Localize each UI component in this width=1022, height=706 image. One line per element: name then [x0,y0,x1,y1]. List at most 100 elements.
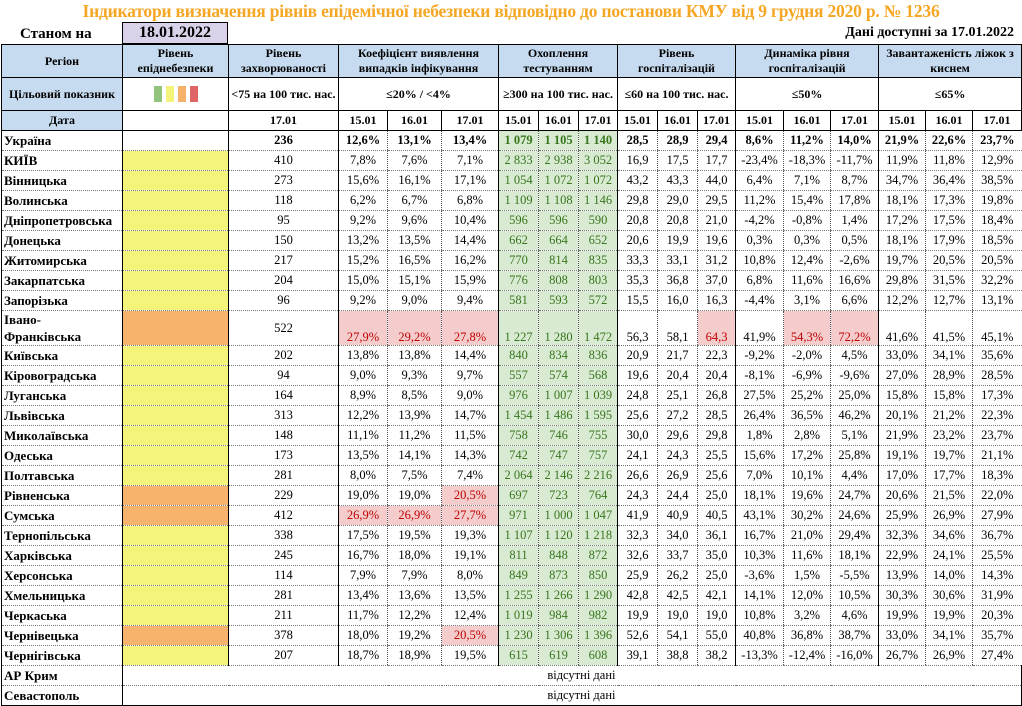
level-swatch [189,86,198,103]
danger-level-cell [122,445,229,466]
coef-value: 13,4% [338,585,388,606]
coef-value: 20,5% [440,625,499,646]
incidence-value: 95 [228,210,339,231]
dyn-value: 6,8% [735,270,784,291]
hosp-value: 20,4 [657,365,698,386]
dyn-value: 12,0% [783,585,831,606]
danger-level-cell [122,465,229,486]
hosp-value: 16,9 [617,150,658,171]
hosp-value: 36,1 [697,525,736,546]
hosp-value: 28,5 [617,130,658,151]
testing-value: 1 266 [538,585,579,606]
coef-value: 9,0% [440,385,499,406]
dyn-value: 38,7% [830,625,879,646]
hosp-value: 25,0 [697,565,736,586]
level-swatch [177,86,186,103]
dyn-value: 7,0% [735,465,784,486]
beds-value: 17,9% [925,230,973,251]
dyn-value: 7,1% [783,170,831,191]
hosp-value: 25,0 [697,485,736,506]
level-legend [122,77,229,111]
coef-value: 18,0% [338,625,388,646]
beds-value: 20,5% [972,250,1022,271]
beds-value: 41,5% [925,310,973,346]
danger-level-cell [122,485,229,506]
beds-value: 26,7% [878,645,926,666]
testing-value: 1 230 [498,625,539,646]
incidence-value: 338 [228,525,339,546]
beds-value: 34,1% [925,625,973,646]
testing-value: 758 [498,425,539,446]
coef-value: 13,8% [387,345,442,366]
testing-value: 1 472 [578,310,618,346]
region-row: Полтавська 281 8,0% 7,5% 7,4% 2 064 2 146 2 216… [1,465,1022,486]
incidence-value: 202 [228,345,339,366]
coef-value: 19,0% [338,485,388,506]
dyn-value: 11,2% [783,130,831,151]
beds-value: 12,2% [878,290,926,311]
coef-value: 19,0% [387,485,442,506]
date-header: 16.01 [538,110,580,131]
beds-value: 11,8% [925,150,973,171]
dyn-value: 24,6% [830,505,879,526]
dyn-value: 8,7% [830,170,879,191]
region-row: Одеська 173 13,5% 14,1% 14,3% 742 747 757 24,1 24… [1,445,1022,466]
header-region: Регіон [1,44,123,78]
coef-value: 13,2% [338,230,388,251]
beds-value: 12,9% [972,150,1022,171]
beds-value: 20,6% [878,485,926,506]
hosp-value: 41,9 [617,505,658,526]
coef-value: 11,7% [338,605,388,626]
region-row: Кіровоградська 94 9,0% 9,3% 9,7% 557 574 568 19,… [1,365,1022,386]
hosp-value: 19,0 [657,605,698,626]
date-header: 17.01 [697,110,737,131]
testing-value: 596 [538,210,579,231]
header-testing: Охоплення тестуванням [498,44,619,78]
hosp-value: 29,5 [697,190,736,211]
incidence-value: 164 [228,385,339,406]
beds-value: 26,9% [925,645,973,666]
dyn-value: 54,3% [783,310,831,346]
dyn-value: -5,5% [830,565,879,586]
beds-value: 35,7% [972,625,1022,646]
beds-value: 23,7% [972,425,1022,446]
coef-value: 8,0% [338,465,388,486]
dyn-value: 2,8% [783,425,831,446]
beds-value: 14,3% [972,565,1022,586]
dyn-value: 12,4% [783,250,831,271]
testing-value: 873 [538,565,579,586]
region-row: Чернівецька 378 18,0% 19,2% 20,5% 1 230 1 306 1… [1,625,1022,646]
testing-value: 1 007 [538,385,579,406]
testing-value: 1 054 [498,170,539,191]
danger-level-cell [122,605,229,626]
hosp-value: 36,8 [657,270,698,291]
region-name: КИЇВ [1,150,123,171]
danger-level-cell [122,210,229,231]
coef-value: 14,4% [440,345,499,366]
region-row: Волинська 118 6,2% 6,7% 6,8% 1 109 1 108 1 146 2… [1,190,1022,211]
beds-value: 20,5% [925,250,973,271]
coef-value: 11,2% [387,425,442,446]
beds-value: 19,7% [878,250,926,271]
coef-value: 7,9% [387,565,442,586]
hosp-value: 29,8 [617,190,658,211]
testing-value: 697 [498,485,539,506]
testing-value: 1 396 [578,625,618,646]
hosp-value: 20,8 [617,210,658,231]
beds-value: 26,9% [925,505,973,526]
beds-value: 31,5% [925,270,973,291]
target-label: Цільовий показник [1,77,123,111]
testing-value: 776 [498,270,539,291]
beds-value: 19,9% [925,605,973,626]
hosp-value: 24,8 [617,385,658,406]
dyn-value: -18,3% [783,150,831,171]
incidence-value: 410 [228,150,339,171]
beds-value: 15,8% [878,385,926,406]
dyn-value: 17,2% [783,445,831,466]
beds-value: 17,7% [925,465,973,486]
region-row: Миколаївська 148 11,1% 11,2% 11,5% 758 746 755 3… [1,425,1022,446]
beds-value: 14,0% [925,565,973,586]
coef-value: 7,5% [387,465,442,486]
coef-value: 8,9% [338,385,388,406]
testing-value: 1 227 [498,310,539,346]
